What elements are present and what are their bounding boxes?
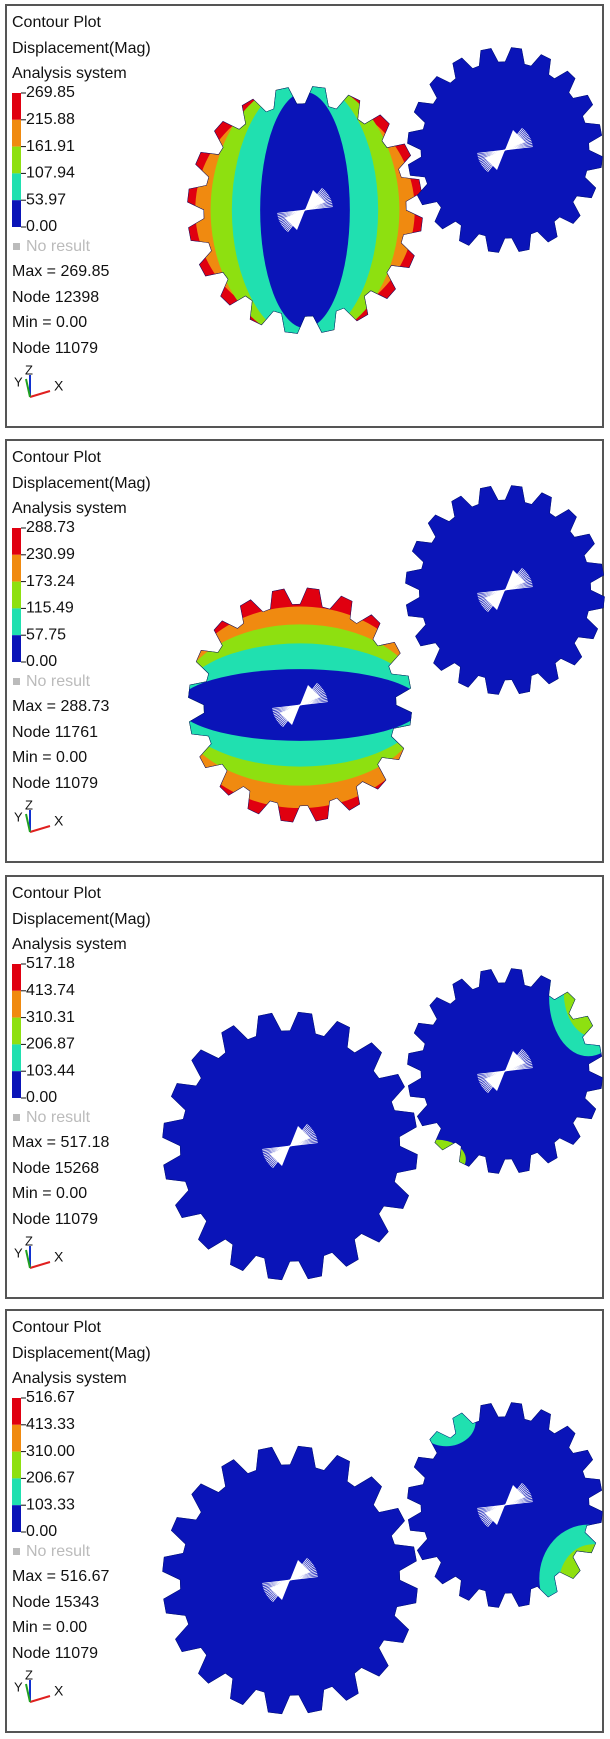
analysis-system: Analysis system <box>12 936 127 953</box>
axis-label-y: Y <box>14 374 23 389</box>
max-node: Node 15343 <box>12 1594 99 1611</box>
no-result: No result <box>26 1543 91 1560</box>
axis-label-y: Y <box>14 1679 23 1694</box>
axis-label-z: Z <box>25 1233 33 1248</box>
legend-color <box>12 582 21 609</box>
legend-value: 57.75 <box>26 626 66 643</box>
legend-value: 215.88 <box>26 111 75 128</box>
result-type: Displacement(Mag) <box>12 911 151 928</box>
no-result: No result <box>26 673 91 690</box>
analysis-system: Analysis system <box>12 1370 127 1387</box>
no-result-swatch <box>13 1548 20 1555</box>
no-result: No result <box>26 1109 91 1126</box>
no-result-swatch <box>13 678 20 685</box>
legend-color <box>12 991 21 1018</box>
legend-value: 413.33 <box>26 1416 75 1433</box>
max-value: Max = 288.73 <box>12 698 110 715</box>
legend-color <box>12 1425 21 1452</box>
contour-title: Contour Plot <box>12 1319 101 1336</box>
legend-color <box>12 1398 21 1425</box>
legend-color <box>12 147 21 174</box>
legend-value: 0.00 <box>26 653 57 670</box>
legend-color <box>12 528 21 555</box>
legend-color <box>12 200 21 227</box>
legend-value: 103.44 <box>26 1062 75 1079</box>
axis-label-x: X <box>54 1683 64 1699</box>
legend-value: 53.97 <box>26 191 66 208</box>
legend-color <box>12 1071 21 1098</box>
no-result: No result <box>26 238 91 255</box>
legend-color <box>12 1018 21 1045</box>
min-value: Min = 0.00 <box>12 1619 87 1636</box>
legend-value: 173.24 <box>26 573 75 590</box>
legend-value: 269.85 <box>26 84 75 101</box>
axis-label-x: X <box>54 1249 64 1265</box>
legend-value: 310.00 <box>26 1443 75 1460</box>
legend-color <box>12 1505 21 1532</box>
axis-label-x: X <box>54 378 64 394</box>
legend-color <box>12 120 21 147</box>
legend-color <box>12 173 21 200</box>
legend-value: 310.31 <box>26 1009 75 1026</box>
legend-value: 517.18 <box>26 955 75 972</box>
screenshot: Contour Plot Displacement(Mag) Analysis sy… <box>0 0 610 1739</box>
legend-value: 206.67 <box>26 1470 75 1487</box>
axis-label-z: Z <box>25 362 33 377</box>
legend-color <box>12 555 21 582</box>
max-node: Node 15268 <box>12 1160 99 1177</box>
analysis-system: Analysis system <box>12 65 127 82</box>
legend-color <box>12 964 21 991</box>
contour-title: Contour Plot <box>12 14 101 31</box>
min-node: Node 11079 <box>12 775 98 792</box>
axis-label-y: Y <box>14 809 23 824</box>
legend-color <box>12 1478 21 1505</box>
max-value: Max = 517.18 <box>12 1134 110 1151</box>
axis-label-z: Z <box>25 1667 33 1682</box>
max-node: Node 12398 <box>12 289 99 306</box>
legend-color <box>12 1044 21 1071</box>
analysis-system: Analysis system <box>12 500 127 517</box>
legend-value: 103.33 <box>26 1496 75 1513</box>
legend-value: 0.00 <box>26 218 57 235</box>
axis-label-y: Y <box>14 1245 23 1260</box>
min-node: Node 11079 <box>12 1211 98 1228</box>
contour-title: Contour Plot <box>12 449 101 466</box>
legend-color <box>12 635 21 662</box>
no-result-swatch <box>13 243 20 250</box>
axis-label-z: Z <box>25 797 33 812</box>
min-node: Node 11079 <box>12 1645 98 1662</box>
legend-value: 413.74 <box>26 982 75 999</box>
min-value: Min = 0.00 <box>12 314 87 331</box>
axis-label-x: X <box>54 813 64 829</box>
legend-color <box>12 1452 21 1479</box>
legend-color <box>12 608 21 635</box>
page: Contour Plot Displacement(Mag) Analysis sy… <box>0 0 610 1739</box>
legend-value: 0.00 <box>26 1523 57 1540</box>
no-result-swatch <box>13 1114 20 1121</box>
max-value: Max = 269.85 <box>12 263 110 280</box>
legend-value: 107.94 <box>26 165 75 182</box>
legend-value: 161.91 <box>26 138 75 155</box>
legend-value: 230.99 <box>26 546 75 563</box>
legend-value: 0.00 <box>26 1089 57 1106</box>
legend-value: 516.67 <box>26 1389 75 1406</box>
contour-title: Contour Plot <box>12 885 101 902</box>
max-value: Max = 516.67 <box>12 1568 110 1585</box>
max-node: Node 11761 <box>12 724 98 741</box>
legend-color <box>12 93 21 120</box>
legend-value: 206.87 <box>26 1036 75 1053</box>
result-type: Displacement(Mag) <box>12 1345 151 1362</box>
legend-value: 115.49 <box>26 600 74 617</box>
min-value: Min = 0.00 <box>12 749 87 766</box>
legend-value: 288.73 <box>26 519 75 536</box>
result-type: Displacement(Mag) <box>12 40 151 57</box>
min-node: Node 11079 <box>12 340 98 357</box>
min-value: Min = 0.00 <box>12 1185 87 1202</box>
result-type: Displacement(Mag) <box>12 475 151 492</box>
